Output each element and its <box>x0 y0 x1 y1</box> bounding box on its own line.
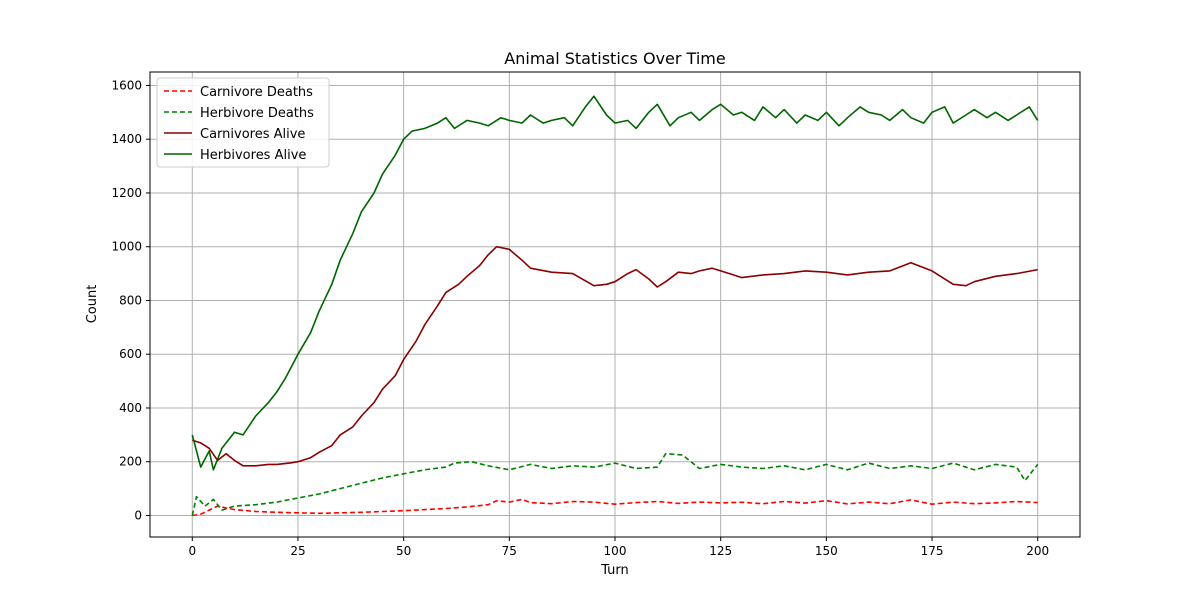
y-tick-label: 1600 <box>111 78 142 92</box>
y-tick-label: 400 <box>119 401 142 415</box>
y-tick-label: 1000 <box>111 240 142 254</box>
x-tick-label: 25 <box>290 544 305 558</box>
chart-title: Animal Statistics Over Time <box>504 49 725 68</box>
x-tick-label: 75 <box>502 544 517 558</box>
x-axis-label: Turn <box>600 563 629 578</box>
legend: Carnivore Deaths Herbivore Deaths Carnivor… <box>157 78 329 167</box>
y-tick-label: 600 <box>119 347 142 361</box>
legend-label: Carnivore Deaths <box>200 85 313 100</box>
x-tick-label: 50 <box>396 544 411 558</box>
legend-label: Herbivores Alive <box>200 148 306 163</box>
x-tick-label: 0 <box>188 544 196 558</box>
x-tick-label: 100 <box>604 544 627 558</box>
x-tick-label: 175 <box>921 544 944 558</box>
x-tick-label: 150 <box>815 544 838 558</box>
y-tick-label: 200 <box>119 455 142 469</box>
y-axis-label: Count <box>85 285 100 324</box>
y-tick-label: 0 <box>134 508 142 522</box>
x-tick-label: 125 <box>709 544 732 558</box>
y-tick-label: 1200 <box>111 186 142 200</box>
legend-label: Carnivores Alive <box>200 127 305 142</box>
legend-label: Herbivore Deaths <box>200 106 314 121</box>
x-tick-label: 200 <box>1026 544 1049 558</box>
y-tick-label: 1400 <box>111 132 142 146</box>
y-tick-label: 800 <box>119 293 142 307</box>
